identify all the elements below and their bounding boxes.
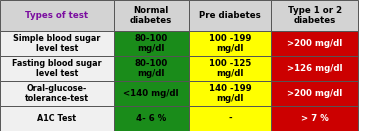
Bar [0, 81, 114, 106]
Bar [271, 56, 358, 81]
Bar [0, 56, 114, 81]
Bar [114, 0, 189, 31]
Bar [189, 0, 271, 31]
Text: >200 mg/dl: >200 mg/dl [287, 39, 342, 48]
Text: >200 mg/dl: >200 mg/dl [287, 89, 342, 98]
Text: > 7 %: > 7 % [301, 114, 329, 123]
Bar [0, 106, 114, 131]
Text: Fasting blood sugar
level test: Fasting blood sugar level test [12, 59, 102, 78]
Bar [114, 31, 189, 56]
Text: Simple blood sugar
level test: Simple blood sugar level test [13, 34, 100, 53]
Text: Types of test: Types of test [25, 11, 88, 20]
Text: Oral-glucose-
tolerance-test: Oral-glucose- tolerance-test [25, 84, 89, 103]
Bar [189, 56, 271, 81]
Bar [271, 0, 358, 31]
Bar [271, 81, 358, 106]
Bar [114, 56, 189, 81]
Text: >126 mg/dl: >126 mg/dl [287, 64, 343, 73]
Text: -: - [228, 114, 232, 123]
Text: 80-100
mg/dl: 80-100 mg/dl [134, 59, 168, 78]
Bar [189, 81, 271, 106]
Bar [114, 106, 189, 131]
Bar [189, 106, 271, 131]
Text: <140 mg/dl: <140 mg/dl [123, 89, 179, 98]
Text: 4- 6 %: 4- 6 % [136, 114, 166, 123]
Text: 100 -199
mg/dl: 100 -199 mg/dl [209, 34, 251, 53]
Bar [0, 31, 114, 56]
Bar [189, 31, 271, 56]
Bar [271, 31, 358, 56]
Bar [114, 81, 189, 106]
Bar [271, 106, 358, 131]
Text: 140 -199
mg/dl: 140 -199 mg/dl [209, 84, 251, 103]
Text: 80-100
mg/dl: 80-100 mg/dl [134, 34, 168, 53]
Text: 100 -125
mg/dl: 100 -125 mg/dl [209, 59, 251, 78]
Text: A1C Test: A1C Test [37, 114, 76, 123]
Text: Type 1 or 2
diabetes: Type 1 or 2 diabetes [288, 6, 342, 25]
Text: Normal
diabetes: Normal diabetes [130, 6, 172, 25]
Text: Pre diabetes: Pre diabetes [199, 11, 261, 20]
Bar [0, 0, 114, 31]
